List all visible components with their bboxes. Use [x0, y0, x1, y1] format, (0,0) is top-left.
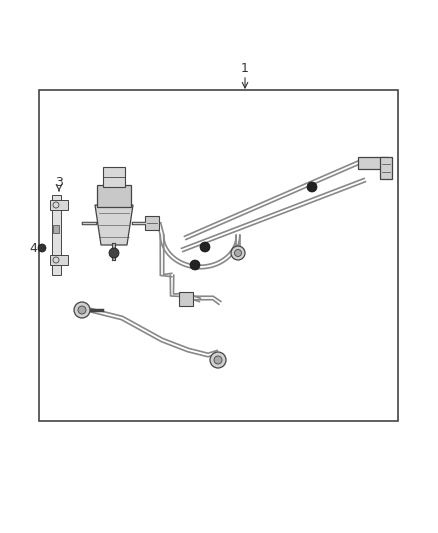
Bar [179, 292, 193, 306]
Bar [103, 167, 125, 187]
Bar [52, 195, 61, 275]
Circle shape [190, 260, 200, 270]
Circle shape [210, 352, 226, 368]
Circle shape [38, 244, 46, 252]
Circle shape [231, 246, 245, 260]
Text: 2: 2 [112, 175, 120, 189]
Text: 4: 4 [29, 241, 37, 254]
Text: 3: 3 [55, 175, 63, 189]
Bar [50, 200, 68, 210]
Circle shape [109, 248, 119, 258]
Bar [39, 90, 398, 421]
Bar [53, 225, 59, 233]
Bar [50, 255, 68, 265]
Circle shape [74, 302, 90, 318]
Circle shape [200, 242, 210, 252]
Circle shape [307, 182, 317, 192]
Bar [380, 157, 392, 179]
Polygon shape [95, 205, 133, 245]
Text: 1: 1 [241, 61, 249, 75]
Bar [358, 157, 388, 169]
Bar [145, 216, 159, 230]
Circle shape [214, 356, 222, 364]
Bar [97, 185, 131, 207]
Circle shape [78, 306, 86, 314]
Circle shape [234, 249, 241, 256]
